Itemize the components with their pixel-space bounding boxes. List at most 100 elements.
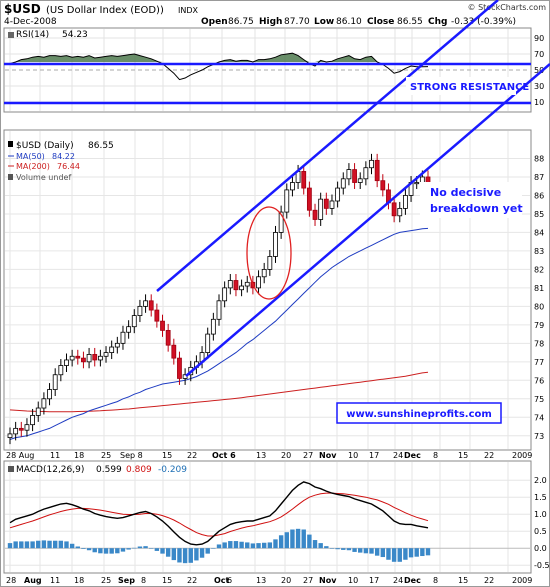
macd-hist-bar <box>228 541 233 549</box>
candle-body <box>278 211 284 233</box>
candle-body <box>165 329 171 346</box>
macd-hist-bar <box>329 548 335 549</box>
candle-body <box>346 169 352 180</box>
price-ytick-label: 77 <box>534 358 544 367</box>
candle-body <box>41 398 47 409</box>
price-y-axis: 88 87 86 85 84 83 82 81 80 79 78 77 76 75 74 73 <box>534 154 544 440</box>
highlight-ellipse <box>246 206 292 300</box>
macd-hist-bar <box>261 542 267 549</box>
bottom-axis-label: 8 <box>141 576 146 585</box>
candle-body <box>210 318 216 335</box>
candle-body <box>205 333 211 353</box>
symbol-name: (US Dollar Index (EOD)) <box>46 5 164 16</box>
mid-axis-label: 28 Aug <box>6 451 34 460</box>
macd-hist-bar <box>199 548 205 558</box>
macd-hist-bar <box>216 544 222 549</box>
macd-legend: MACD(12,26,9) 0.599 0.809 -0.209 <box>8 465 187 475</box>
price-ytick-label: 84 <box>534 228 544 237</box>
macd-hist-bar <box>363 548 369 554</box>
candle-body <box>329 200 335 209</box>
macd-hist-bar <box>126 548 131 550</box>
mid-axis-label: 15 <box>162 451 172 460</box>
rsi-y-axis: 90 70 50 30 10 <box>534 34 544 107</box>
candle-body <box>306 187 312 211</box>
candle-body <box>114 342 120 348</box>
bottom-axis-label: 24 <box>393 576 403 585</box>
macd-hist-bar <box>154 548 160 551</box>
macd-ytick-label: -0.5 <box>534 561 550 570</box>
breakdown-box <box>420 182 522 218</box>
bottom-axis-label: 11 <box>50 576 60 585</box>
macd-hist-bar <box>386 548 391 560</box>
macd-hist-bar <box>98 548 103 554</box>
price-ytick-label: 76 <box>534 376 544 385</box>
candle-body <box>357 178 363 183</box>
macd-hist-bar <box>391 548 397 562</box>
candle-body <box>81 357 86 363</box>
mid-axis-label: 2009 <box>512 451 532 460</box>
high-value: 87.70 <box>284 17 310 27</box>
macd-hist-bar <box>81 548 86 549</box>
website-text: www.sunshineprofits.com <box>346 409 492 420</box>
macd-hist-bar <box>420 548 425 557</box>
candle-body <box>301 171 307 189</box>
rsi-grid <box>5 29 530 111</box>
macd-hist-bar <box>301 529 306 549</box>
macd-hist-bar <box>425 548 431 556</box>
bottom-axis-label: 20 <box>281 576 291 585</box>
price-ytick-label: 83 <box>534 247 544 256</box>
macd-hist-bar <box>205 548 210 554</box>
macd-line <box>9 481 429 546</box>
macd-hist-bar <box>177 548 182 563</box>
candle-body <box>261 268 267 278</box>
bottom-axis-label: Sep <box>118 576 135 585</box>
macd-ytick-label: 2.0 <box>534 476 547 485</box>
macd-hist-bar <box>397 548 402 562</box>
macd-v3: -0.209 <box>158 465 187 475</box>
macd-hist-bar <box>233 541 239 549</box>
bottom-axis-label: Aug <box>24 576 42 585</box>
candle-body <box>7 433 13 439</box>
candle-body <box>380 180 386 191</box>
candle-body <box>369 159 374 169</box>
bottom-axis-label: 22 <box>187 576 197 585</box>
candle-body <box>335 187 341 202</box>
bottom-axis-label: 25 <box>101 576 111 585</box>
macd-hist-bar <box>165 548 171 557</box>
macd-hist-bar <box>120 548 126 552</box>
watermark: © StockCharts.com <box>468 3 547 12</box>
price-ytick-label: 81 <box>534 284 544 293</box>
candle-body <box>414 182 420 185</box>
legend-ma50-label: MA(50) <box>16 152 45 161</box>
candle-body <box>239 285 244 291</box>
ma50-line <box>9 227 429 440</box>
mid-axis-label: 25 <box>101 451 111 460</box>
price-ytick-label: 85 <box>534 210 544 219</box>
macd-hist-bar <box>194 548 199 561</box>
candle-body <box>75 355 81 359</box>
candle-body <box>30 415 35 426</box>
mid-axis-label: 8 <box>433 451 438 460</box>
rsi-ytick-label: 70 <box>534 50 544 59</box>
macd-hist-bar <box>149 548 154 549</box>
macd-hist-bar <box>273 539 278 549</box>
candle-body <box>86 354 92 363</box>
website-box <box>336 402 502 424</box>
bottom-axis-label: 15 <box>162 576 172 585</box>
bottom-axis-label: 2009 <box>512 576 532 585</box>
rsi-line <box>9 52 429 81</box>
macd-hist-bar <box>307 534 312 549</box>
macd-hist-bar <box>290 529 295 549</box>
mid-axis-label: 27 <box>303 451 313 460</box>
mid-axis-label: 20 <box>281 451 291 460</box>
candle-body <box>290 182 295 191</box>
macd-hist-bar <box>324 546 329 549</box>
macd-hist-bar <box>160 548 165 554</box>
macd-hist-bar <box>52 540 58 549</box>
candle-body <box>222 287 228 302</box>
ohlc-strip: Open 86.75 High 87.70 Low 86.10 Close 86… <box>201 17 516 27</box>
rsi-ytick-label: 90 <box>534 34 544 43</box>
candle-body <box>97 355 103 361</box>
price-ytick-label: 74 <box>534 413 544 422</box>
